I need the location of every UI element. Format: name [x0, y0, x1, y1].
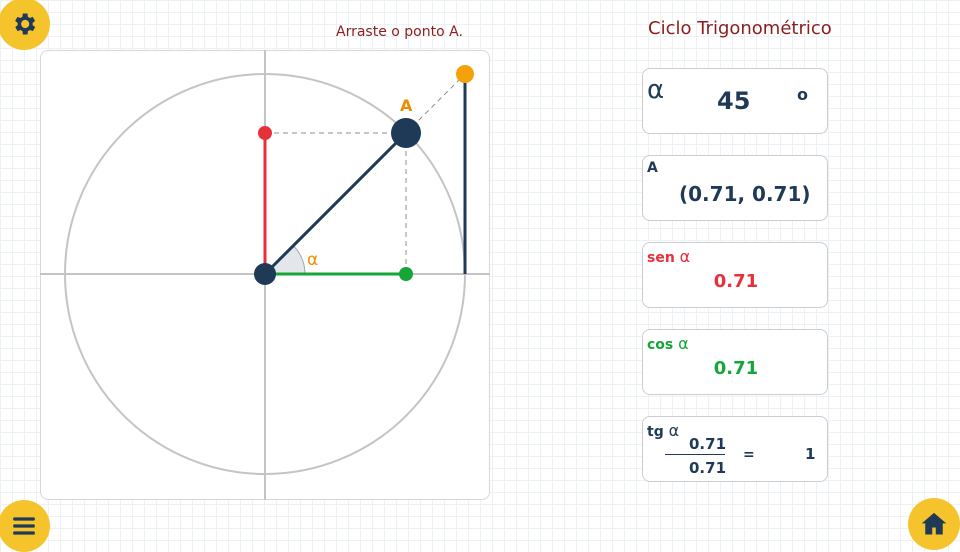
tangent-card: tg α 0.71 0.71 = 1: [642, 416, 828, 482]
sine-label-text: sen: [647, 250, 675, 266]
point-coordinates-value: (0.71, 0.71): [679, 182, 811, 206]
cosine-value: 0.71: [713, 358, 759, 379]
sine-card: sen α 0.71: [642, 242, 828, 308]
cosine-label: cos α: [647, 334, 689, 353]
sine-point: [258, 126, 272, 140]
tangent-result: 1: [805, 445, 816, 463]
tangent-label-text: tg: [647, 424, 664, 440]
point-label: A: [647, 160, 658, 176]
unit-circle-board: A α: [40, 50, 490, 500]
equals-sign: =: [743, 447, 755, 463]
point-a-label: A: [400, 96, 413, 115]
tangent-alpha-symbol: α: [668, 421, 680, 440]
point-a-handle[interactable]: [391, 118, 421, 148]
cosine-alpha-symbol: α: [678, 334, 689, 353]
angle-card: α 45 o: [642, 68, 828, 134]
hamburger-menu-icon: [13, 517, 35, 535]
sine-label: sen α: [647, 247, 690, 266]
alpha-symbol: α: [647, 75, 665, 105]
origin-point: [254, 263, 276, 285]
menu-button[interactable]: [0, 500, 50, 552]
angle-value[interactable]: 45: [717, 87, 751, 115]
sine-alpha-symbol: α: [679, 247, 691, 266]
degree-unit: o: [797, 85, 808, 104]
tangent-numerator: 0.71: [689, 435, 727, 453]
page-title: Ciclo Trigonométrico: [648, 18, 832, 39]
unit-circle-diagram: A α: [40, 50, 490, 500]
gear-icon: [15, 13, 36, 35]
cosine-card: cos α 0.71: [642, 329, 828, 395]
point-coordinates-card: A (0.71, 0.71): [642, 155, 828, 221]
fraction-bar: [665, 454, 725, 455]
radius-line: [263, 131, 408, 276]
sine-value: 0.71: [713, 271, 759, 292]
cosine-point: [399, 267, 413, 281]
tangent-denominator: 0.71: [689, 459, 727, 477]
tangent-label: tg α: [647, 421, 679, 440]
angle-label: α: [307, 250, 318, 270]
tangent-point: [456, 65, 474, 83]
instruction-text: Arraste o ponto A.: [336, 24, 463, 40]
settings-button[interactable]: [0, 0, 50, 50]
home-button[interactable]: [908, 498, 960, 550]
cosine-label-text: cos: [647, 337, 674, 353]
home-icon: [921, 512, 947, 535]
